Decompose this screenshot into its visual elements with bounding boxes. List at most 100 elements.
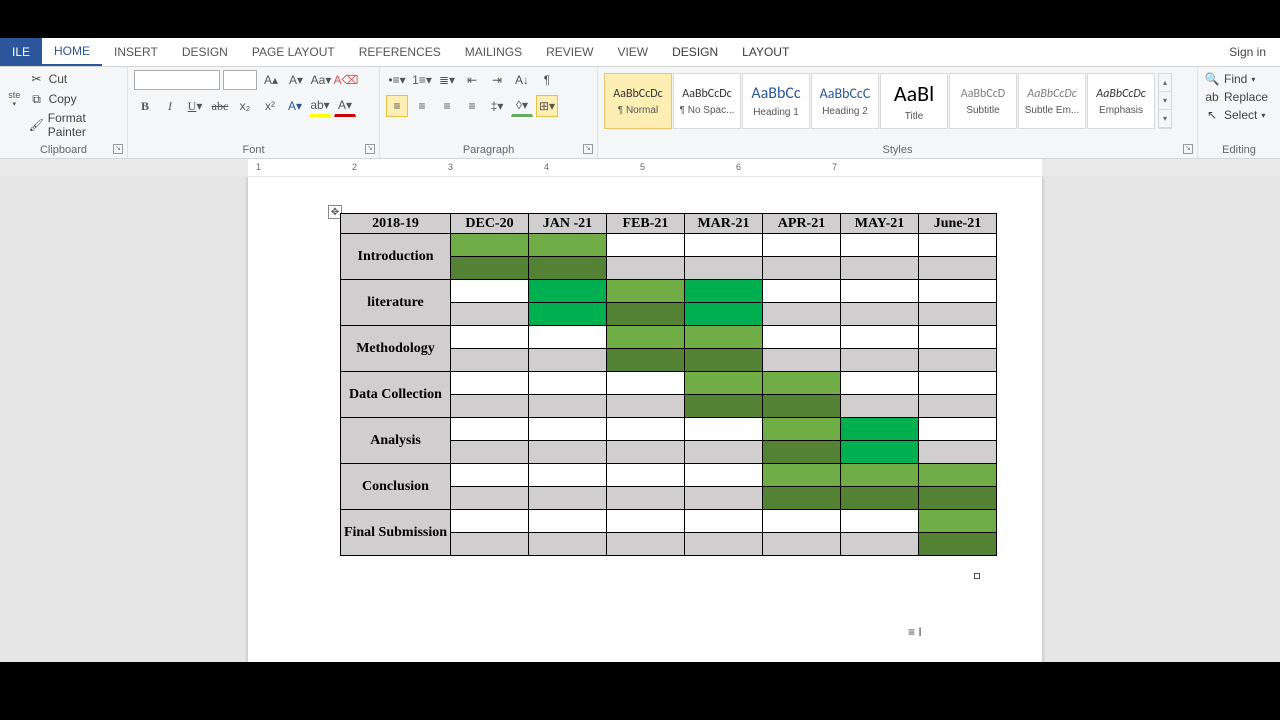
font-size-combo[interactable] [223,70,257,90]
document-area[interactable]: ✥ 2018-19DEC-20JAN -21FEB-21MAR-21APR-21… [0,177,1280,662]
style-item[interactable]: AaBbCcDc¶ Normal [604,73,672,129]
bullets-button[interactable]: •≡▾ [386,69,408,91]
gantt-cell[interactable] [763,441,841,464]
gantt-cell[interactable] [685,326,763,349]
gantt-cell[interactable] [451,395,529,418]
gantt-cell[interactable] [607,303,685,326]
horizontal-ruler[interactable]: 1234567 [0,159,1280,177]
style-item[interactable]: AaBbCcCHeading 2 [811,73,879,129]
gantt-cell[interactable] [607,487,685,510]
gantt-cell[interactable] [919,280,997,303]
justify-button[interactable]: ≡ [461,95,483,117]
gantt-cell[interactable] [607,464,685,487]
gantt-cell[interactable] [763,280,841,303]
gantt-cell[interactable] [841,372,919,395]
gantt-cell[interactable] [529,257,607,280]
gantt-cell[interactable] [529,510,607,533]
gantt-cell[interactable] [763,464,841,487]
gantt-cell[interactable] [685,372,763,395]
sort-button[interactable]: A↓ [511,69,533,91]
format-painter-button[interactable]: 🖌Format Painter [29,111,119,139]
gantt-cell[interactable] [451,510,529,533]
tab-mailings[interactable]: MAILINGS [453,38,534,66]
gantt-cell[interactable] [841,510,919,533]
tab-file[interactable]: ILE [0,38,42,66]
gantt-cell[interactable] [451,533,529,556]
style-item[interactable]: AaBbCcHeading 1 [742,73,810,129]
gantt-cell[interactable] [919,395,997,418]
gantt-cell[interactable] [763,487,841,510]
gantt-cell[interactable] [763,303,841,326]
gantt-cell[interactable] [451,441,529,464]
underline-button[interactable]: U▾ [184,95,206,117]
gantt-cell[interactable] [763,349,841,372]
table-resize-handle[interactable] [974,573,980,579]
multilevel-list-button[interactable]: ≣▾ [436,69,458,91]
gantt-cell[interactable] [763,326,841,349]
gantt-cell[interactable] [607,372,685,395]
gantt-cell[interactable] [841,418,919,441]
gantt-cell[interactable] [685,510,763,533]
show-marks-button[interactable]: ¶ [536,69,558,91]
gantt-cell[interactable] [685,487,763,510]
copy-button[interactable]: ⧉Copy [29,91,119,107]
gantt-cell[interactable] [529,326,607,349]
dialog-launcher-icon[interactable]: ↘ [583,144,593,154]
gantt-cell[interactable] [841,280,919,303]
gantt-cell[interactable] [763,395,841,418]
grow-font-button[interactable]: A▴ [260,69,282,91]
gantt-cell[interactable] [607,418,685,441]
bold-button[interactable]: B [134,95,156,117]
italic-button[interactable]: I [159,95,181,117]
gantt-cell[interactable] [529,418,607,441]
gantt-cell[interactable] [529,464,607,487]
gantt-cell[interactable] [763,418,841,441]
find-button[interactable]: 🔍Find▾ [1204,71,1274,87]
style-item[interactable]: AaBbCcDcSubtle Em... [1018,73,1086,129]
borders-button[interactable]: ⊞▾ [536,95,558,117]
gantt-cell[interactable] [841,533,919,556]
subscript-button[interactable]: x₂ [234,95,256,117]
dialog-launcher-icon[interactable]: ↘ [1183,144,1193,154]
gantt-cell[interactable] [685,441,763,464]
strikethrough-button[interactable]: abc [209,95,231,117]
decrease-indent-button[interactable]: ⇤ [461,69,483,91]
gantt-cell[interactable] [919,257,997,280]
gantt-cell[interactable] [685,280,763,303]
replace-button[interactable]: abReplace [1204,89,1274,105]
highlight-button[interactable]: ab▾ [309,95,331,117]
gantt-cell[interactable] [451,372,529,395]
font-color-button[interactable]: A▾ [334,95,356,117]
gantt-cell[interactable] [841,464,919,487]
gantt-cell[interactable] [841,303,919,326]
gantt-cell[interactable] [685,257,763,280]
align-center-button[interactable]: ≡ [411,95,433,117]
tab-table-layout[interactable]: LAYOUT [730,38,801,66]
gantt-table[interactable]: 2018-19DEC-20JAN -21FEB-21MAR-21APR-21MA… [340,213,997,556]
gantt-cell[interactable] [919,510,997,533]
gantt-cell[interactable] [451,418,529,441]
gantt-cell[interactable] [919,372,997,395]
gantt-cell[interactable] [607,533,685,556]
gantt-cell[interactable] [685,349,763,372]
align-right-button[interactable]: ≡ [436,95,458,117]
gantt-cell[interactable] [529,395,607,418]
gantt-cell[interactable] [841,349,919,372]
style-item[interactable]: AaBlTitle [880,73,948,129]
gantt-cell[interactable] [685,418,763,441]
gantt-cell[interactable] [841,441,919,464]
gantt-cell[interactable] [919,234,997,257]
gantt-cell[interactable] [529,280,607,303]
gantt-cell[interactable] [919,303,997,326]
gantt-cell[interactable] [451,326,529,349]
styles-scroll[interactable]: ▴▾▾ [1158,73,1172,129]
style-item[interactable]: AaBbCcDc¶ No Spac... [673,73,741,129]
tab-home[interactable]: HOME [42,38,102,66]
line-spacing-button[interactable]: ‡▾ [486,95,508,117]
gantt-cell[interactable] [763,372,841,395]
gantt-cell[interactable] [841,395,919,418]
gantt-cell[interactable] [685,234,763,257]
gantt-cell[interactable] [607,441,685,464]
tab-insert[interactable]: INSERT [102,38,170,66]
gantt-cell[interactable] [919,349,997,372]
